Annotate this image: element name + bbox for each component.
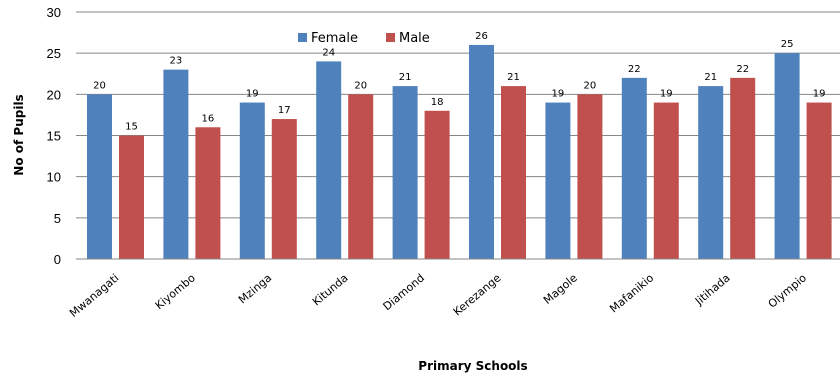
x-axis-title: Primary Schools <box>418 359 527 373</box>
bar-female-kerezange <box>469 44 494 259</box>
legend: Female Male <box>298 31 430 46</box>
bar-male-magole <box>577 94 603 259</box>
data-label-male-magole: 20 <box>584 80 597 91</box>
data-label-male-kiyombo: 16 <box>202 113 215 124</box>
x-tick-label-kitunda: Kitunda <box>310 271 351 308</box>
data-label-female-magole: 19 <box>552 89 565 100</box>
data-label-male-mzinga: 17 <box>278 105 291 116</box>
x-tick-label-mwanagati: Mwanagati <box>67 271 121 320</box>
x-tick-label-kiyombo: Kiyombo <box>153 271 198 312</box>
legend-swatch-male <box>386 33 395 42</box>
y-tick-label: 30 <box>47 5 61 20</box>
bar-male-olympio <box>806 102 832 259</box>
x-tick-label-jitihada: Jitihada <box>692 271 733 308</box>
data-label-female-diamond: 21 <box>399 72 412 83</box>
bar-male-kiyombo <box>195 127 221 260</box>
data-label-female-olympio: 25 <box>781 39 794 50</box>
data-label-female-mzinga: 19 <box>246 89 259 100</box>
legend-label-female: Female <box>311 31 358 46</box>
y-tick-label: 5 <box>54 211 61 226</box>
x-tick-label-diamond: Diamond <box>381 271 427 313</box>
bar-female-diamond <box>392 86 418 259</box>
bar-male-mwanagati <box>119 135 144 259</box>
data-label-male-mafanikio: 19 <box>660 89 673 100</box>
data-label-female-mafanikio: 22 <box>628 64 641 75</box>
legend-swatch-female <box>298 33 307 42</box>
data-label-male-mwanagati: 15 <box>125 122 138 133</box>
y-tick-label: 20 <box>47 87 61 102</box>
bar-female-jitihada <box>698 86 724 259</box>
bar-female-mafanikio <box>621 77 647 259</box>
y-tick-label: 15 <box>47 129 61 144</box>
bar-male-diamond <box>424 110 450 259</box>
bar-female-mzinga <box>239 102 265 259</box>
y-axis-title: No of Pupils <box>12 94 26 175</box>
bar-female-mwanagati <box>87 94 112 259</box>
x-tick-label-olympio: Olympio <box>766 271 810 311</box>
data-label-female-kiyombo: 23 <box>170 56 183 67</box>
data-label-female-mwanagati: 20 <box>93 80 106 91</box>
bar-female-magole <box>545 102 571 259</box>
legend-label-male: Male <box>399 31 430 46</box>
x-tick-label-kerezange: Kerezange <box>451 271 504 318</box>
data-label-female-kerezange: 26 <box>475 31 488 42</box>
bar-male-mzinga <box>271 119 297 260</box>
data-label-female-jitihada: 21 <box>704 72 717 83</box>
bar-male-jitihada <box>730 77 756 259</box>
data-labels: 20 15 23 16 19 17 24 20 21 18 26 21 19 20 22 19 21 22 25 19 <box>93 31 825 133</box>
x-tick-label-mzinga: Mzinga <box>236 271 274 306</box>
x-tick-label-mafanikio: Mafanikio <box>607 271 656 315</box>
data-label-male-diamond: 18 <box>431 97 444 108</box>
data-label-male-kitunda: 20 <box>354 80 367 91</box>
x-tick-label-magole: Magole <box>541 271 580 307</box>
x-axis-tick-labels: Mwanagati Kiyombo Mzinga Kitunda Diamond Kere… <box>67 271 809 320</box>
data-label-male-olympio: 19 <box>813 89 826 100</box>
bar-male-kerezange <box>501 86 526 259</box>
bar-female-kiyombo <box>163 69 189 259</box>
y-tick-label: 10 <box>47 170 61 185</box>
y-tick-label: 25 <box>47 46 61 61</box>
data-label-male-kerezange: 21 <box>507 72 520 83</box>
gridlines <box>76 11 840 219</box>
bars <box>87 44 832 260</box>
bar-female-kitunda <box>316 61 342 260</box>
bar-male-mafanikio <box>653 102 679 259</box>
y-tick-label: 0 <box>54 252 61 267</box>
data-label-female-kitunda: 24 <box>322 47 335 58</box>
y-axis-tick-labels: 0 5 10 15 20 25 30 <box>47 5 61 267</box>
data-label-male-jitihada: 22 <box>736 64 749 75</box>
bar-female-olympio <box>774 53 800 259</box>
bar-male-kitunda <box>348 94 374 259</box>
